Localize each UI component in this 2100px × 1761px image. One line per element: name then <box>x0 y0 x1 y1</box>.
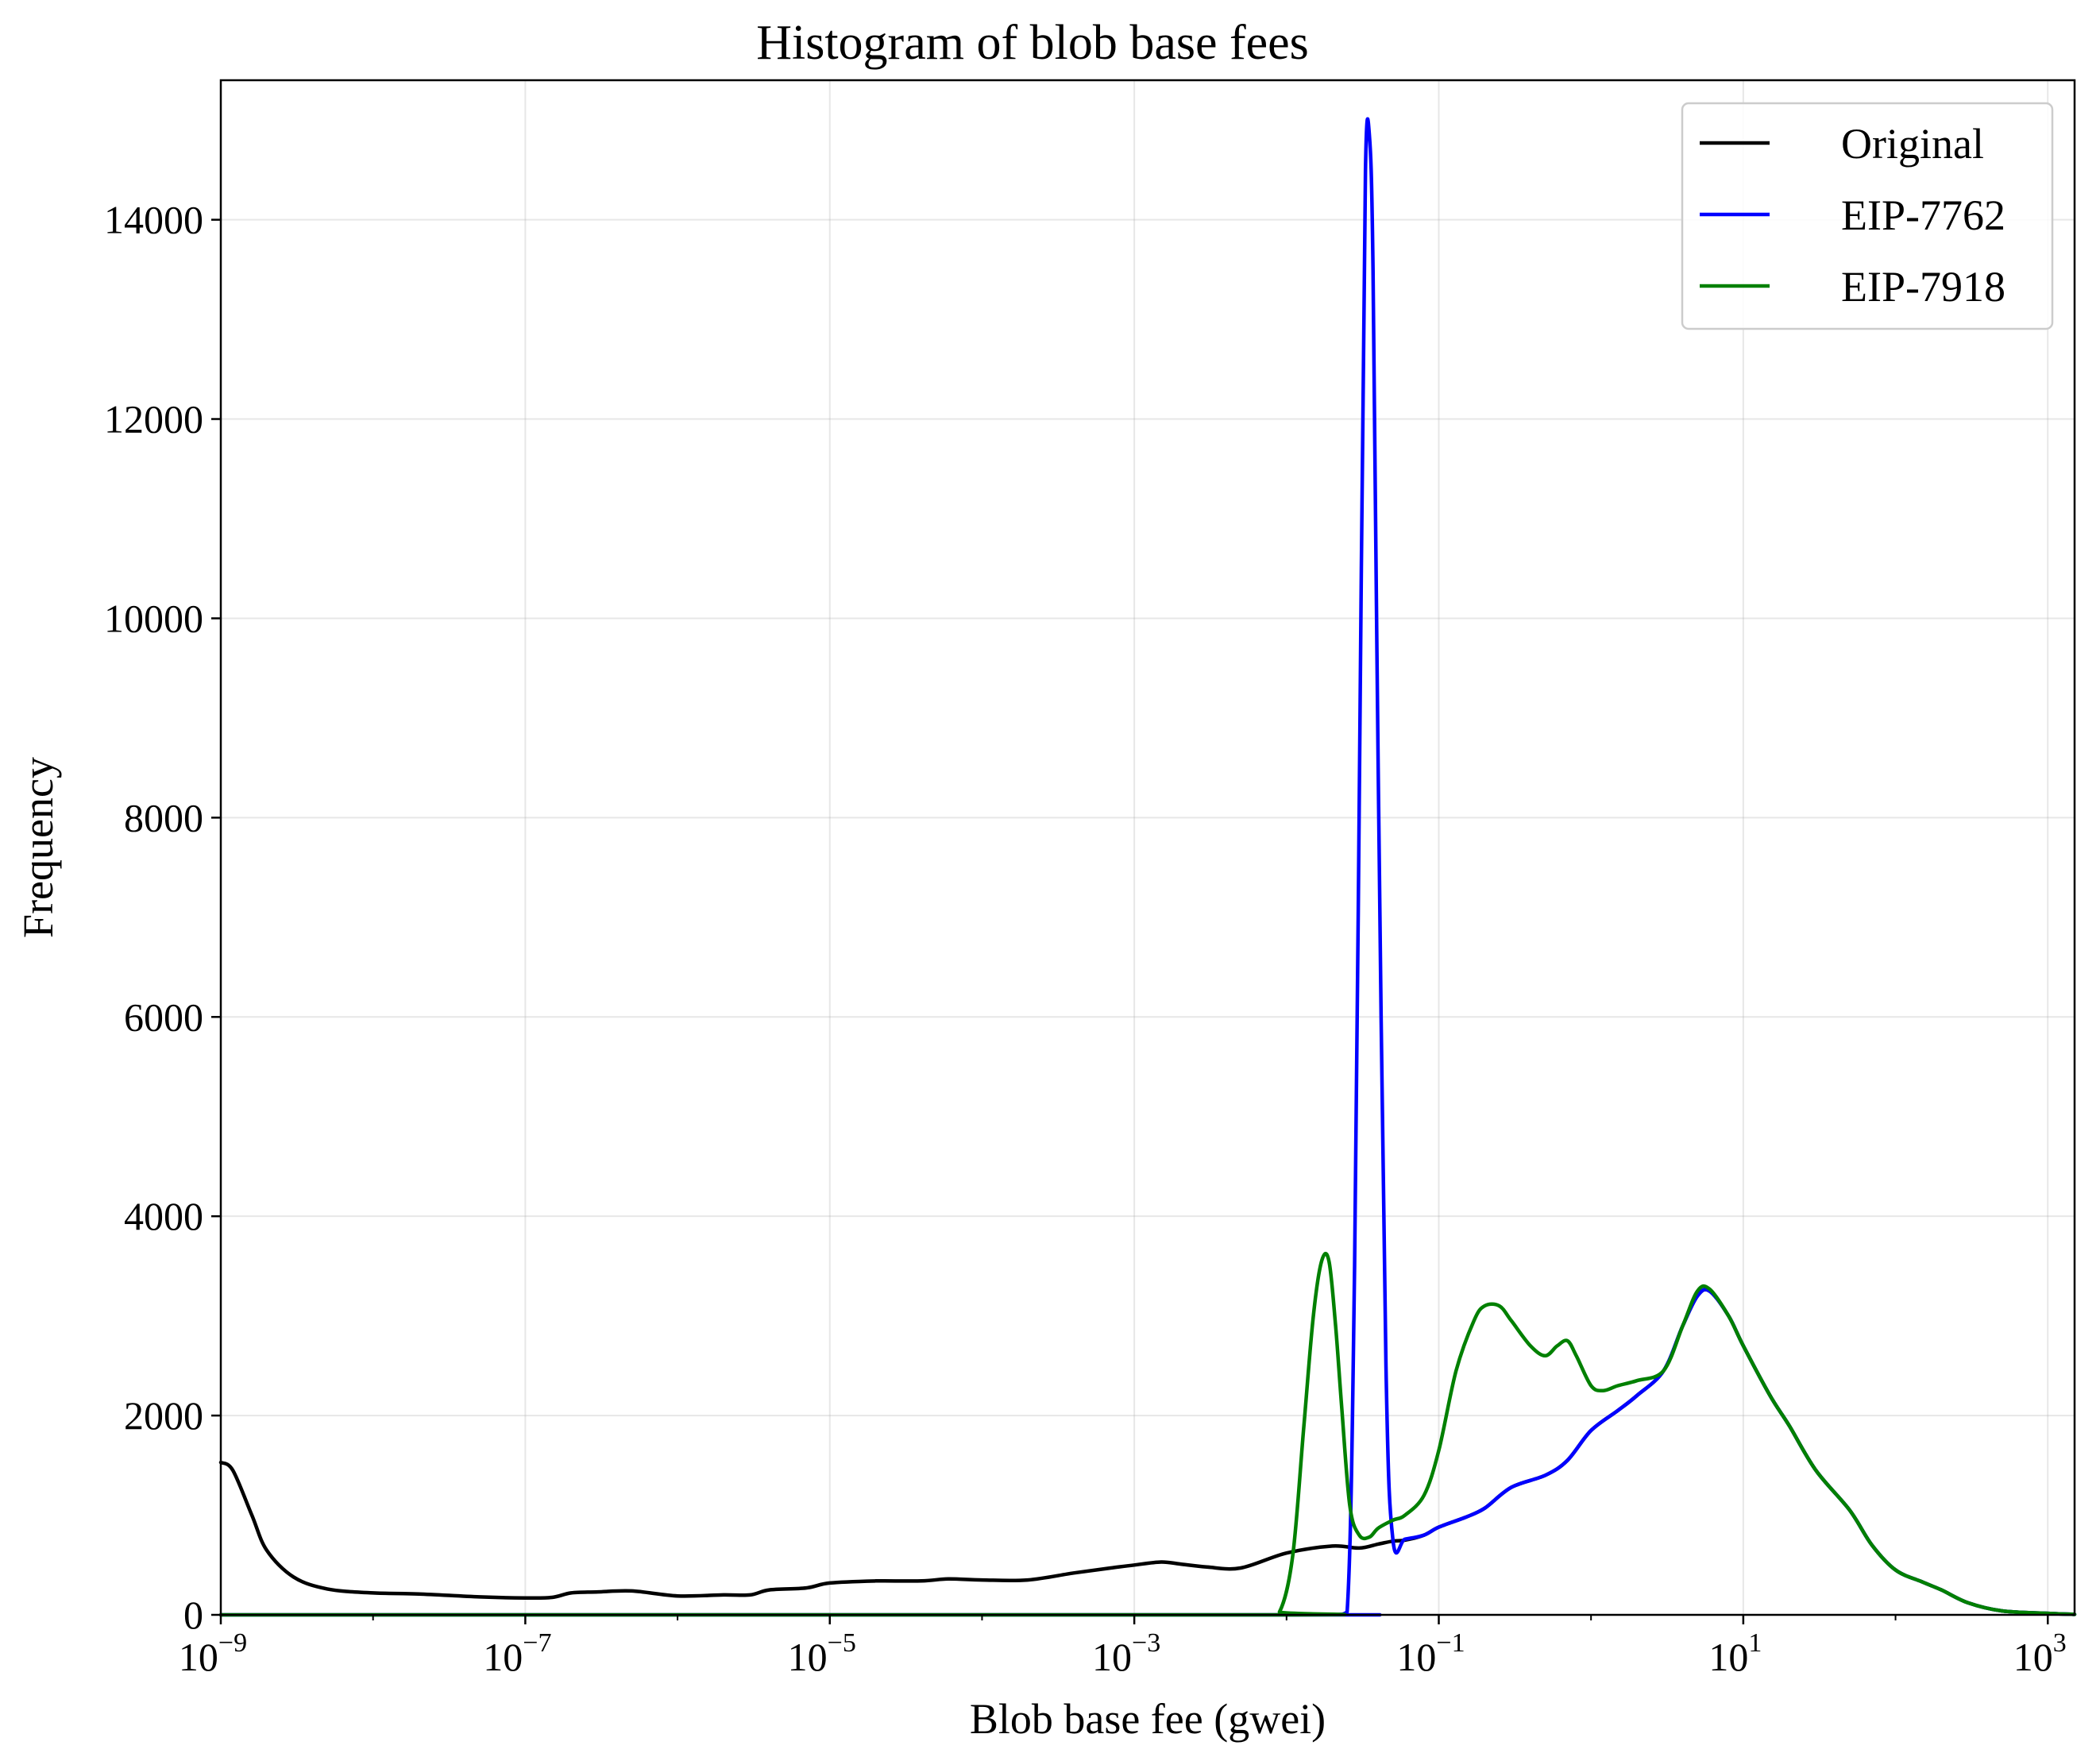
y-tick-label: 8000 <box>124 795 203 840</box>
y-tick-label: 0 <box>183 1593 203 1637</box>
x-tick-base: 10 <box>1396 1635 1436 1679</box>
x-tick-base: 10 <box>1708 1635 1748 1679</box>
legend-label-eip-7918: EIP-7918 <box>1841 263 2005 311</box>
y-tick-label: 14000 <box>104 198 203 242</box>
legend-box <box>1681 102 2054 330</box>
x-tick-label: 10−3 <box>1092 1628 1160 1679</box>
y-tick-label: 10000 <box>104 596 203 640</box>
legend-label-original: Original <box>1841 120 1984 168</box>
x-tick-label: 10−9 <box>179 1628 247 1679</box>
x-tick-label: 10−1 <box>1396 1628 1465 1679</box>
x-tick-exponent: −5 <box>828 1628 856 1658</box>
series-lines <box>218 117 2077 1617</box>
y-tick-label: 6000 <box>124 994 203 1039</box>
x-tick-base: 10 <box>788 1635 828 1679</box>
x-tick-base: 10 <box>483 1635 523 1679</box>
x-tick-exponent: 3 <box>2053 1628 2067 1658</box>
x-tick-label: 10−5 <box>788 1628 856 1679</box>
x-tick-exponent: −7 <box>523 1628 551 1658</box>
legend: Original EIP-7762 EIP-7918 <box>1681 102 2054 330</box>
x-tick-base: 10 <box>1092 1635 1132 1679</box>
x-tick-exponent: 1 <box>1748 1628 1762 1658</box>
legend-label-eip-7762: EIP-7762 <box>1841 191 2005 239</box>
x-tick-exponent: −3 <box>1132 1628 1160 1658</box>
y-tick-label: 2000 <box>124 1393 203 1438</box>
x-tick-label: 101 <box>1708 1628 1762 1679</box>
y-tick-label: 4000 <box>124 1194 203 1238</box>
x-tick-label: 10−7 <box>483 1628 551 1679</box>
y-axis-ticks: 0 2000 4000 6000 8000 10000 12000 14000 <box>104 198 221 1637</box>
y-axis-label: Frequency <box>14 757 62 938</box>
x-tick-base: 10 <box>2013 1635 2053 1679</box>
x-axis-ticks: 10−9 10−7 10−5 10−3 10−1 101 103 <box>179 1615 2067 1679</box>
chart-title: Histogram of blob base fees <box>756 16 1309 70</box>
x-tick-base: 10 <box>179 1635 218 1679</box>
plot-frame <box>219 79 2076 1616</box>
x-tick-label: 103 <box>2013 1628 2067 1679</box>
y-tick-label: 12000 <box>104 397 203 442</box>
x-tick-exponent: −9 <box>218 1628 247 1658</box>
x-axis-label: Blob base fee (gwei) <box>970 1695 1326 1743</box>
x-tick-exponent: −1 <box>1436 1628 1465 1658</box>
series-line-eip-7918 <box>218 1251 2077 1617</box>
